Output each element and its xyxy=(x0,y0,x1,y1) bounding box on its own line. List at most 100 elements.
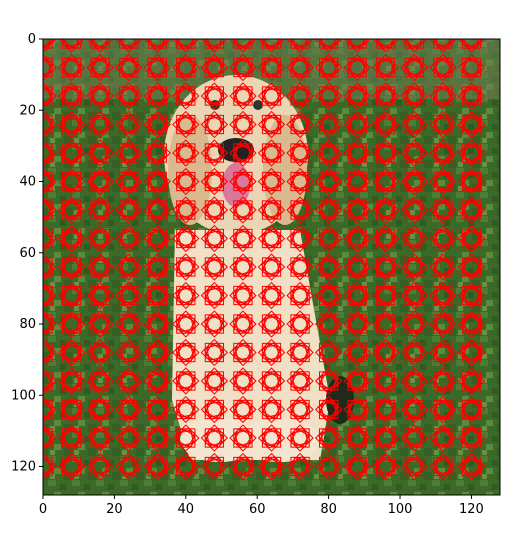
marker-square xyxy=(119,39,139,49)
overlay-marker xyxy=(200,82,229,110)
marker-square xyxy=(377,372,395,390)
marker-square xyxy=(115,395,143,424)
marker-square xyxy=(143,310,171,338)
marker-square xyxy=(319,57,339,78)
marker-square xyxy=(462,286,480,305)
overlay-marker xyxy=(86,39,114,53)
overlay-marker xyxy=(229,253,257,281)
overlay-marker xyxy=(314,424,343,452)
marker-square xyxy=(404,314,424,334)
marker-square xyxy=(43,200,53,220)
marker-square xyxy=(115,196,143,224)
marker-square xyxy=(119,371,139,391)
marker-square xyxy=(347,371,367,391)
marker-square xyxy=(261,143,282,163)
overlay-marker xyxy=(86,424,114,452)
marker-square xyxy=(347,143,367,163)
marker-square xyxy=(204,143,225,163)
marker-square xyxy=(148,58,166,77)
marker-square xyxy=(204,285,224,306)
marker-square xyxy=(314,424,343,452)
marker-square xyxy=(90,428,110,448)
marker-square xyxy=(405,229,423,248)
marker-square xyxy=(290,399,310,420)
marker-square xyxy=(172,367,200,395)
marker-square xyxy=(461,399,482,420)
x-tick-label: 100 xyxy=(388,502,413,517)
marker-square xyxy=(43,424,57,452)
marker-square xyxy=(63,144,81,162)
marker-square xyxy=(147,428,167,448)
overlay-marker xyxy=(343,253,371,281)
marker-square xyxy=(147,171,167,192)
marker-square xyxy=(347,143,367,163)
marker-square xyxy=(462,258,480,276)
overlay-marker xyxy=(172,338,200,367)
marker-square xyxy=(233,342,253,363)
marker-square xyxy=(147,456,167,477)
marker-square xyxy=(290,143,310,163)
marker-square xyxy=(400,395,428,424)
overlay-marker xyxy=(86,196,114,224)
marker-square xyxy=(229,424,257,452)
marker-square xyxy=(320,172,338,191)
marker-square xyxy=(63,229,81,248)
marker-square xyxy=(119,86,139,106)
marker-square xyxy=(262,115,281,134)
marker-square xyxy=(404,342,424,363)
marker-square xyxy=(91,258,109,276)
marker-square xyxy=(43,82,57,110)
x-tick-label: 60 xyxy=(249,502,266,517)
marker-square xyxy=(119,200,139,220)
marker-square xyxy=(433,285,453,306)
marker-square xyxy=(462,343,480,362)
marker-square xyxy=(291,201,309,219)
marker-square xyxy=(343,224,371,253)
marker-square xyxy=(177,201,195,219)
marker-square xyxy=(262,258,281,276)
marker-square xyxy=(343,367,371,395)
marker-square xyxy=(229,167,257,196)
marker-square xyxy=(90,171,110,192)
marker-square xyxy=(404,371,424,391)
marker-square xyxy=(433,228,453,249)
marker-square xyxy=(434,58,452,77)
marker-square xyxy=(261,428,282,448)
marker-square xyxy=(433,399,453,420)
marker-square xyxy=(204,428,224,448)
marker-square xyxy=(119,456,139,477)
overlay-marker xyxy=(286,82,314,110)
marker-square xyxy=(90,86,110,106)
marker-square xyxy=(204,114,224,135)
marker-square xyxy=(461,257,482,277)
marker-square xyxy=(404,39,424,49)
marker-square xyxy=(376,371,396,391)
marker-square xyxy=(205,58,223,77)
marker-square xyxy=(461,39,482,49)
marker-square xyxy=(320,429,338,447)
overlay-marker xyxy=(429,367,457,395)
marker-square xyxy=(377,115,395,134)
marker-square xyxy=(233,371,253,391)
marker-square xyxy=(119,39,139,49)
marker-square xyxy=(148,229,166,248)
y-tick-label: 60 xyxy=(19,246,36,261)
overlay-marker xyxy=(43,167,57,196)
marker-square xyxy=(120,201,138,219)
marker-square xyxy=(257,367,286,395)
marker-square xyxy=(200,110,229,139)
marker-square xyxy=(90,200,110,220)
marker-square xyxy=(261,342,282,363)
marker-square xyxy=(119,285,139,306)
marker-square xyxy=(434,429,452,447)
marker-square xyxy=(314,367,343,395)
marker-square xyxy=(286,224,314,253)
marker-square xyxy=(90,342,110,363)
marker-square xyxy=(147,86,167,106)
marker-square xyxy=(261,57,282,78)
overlay-marker xyxy=(57,452,86,481)
marker-square xyxy=(233,228,253,249)
marker-square xyxy=(348,144,366,162)
marker-square xyxy=(176,86,196,106)
marker-square xyxy=(57,196,86,224)
